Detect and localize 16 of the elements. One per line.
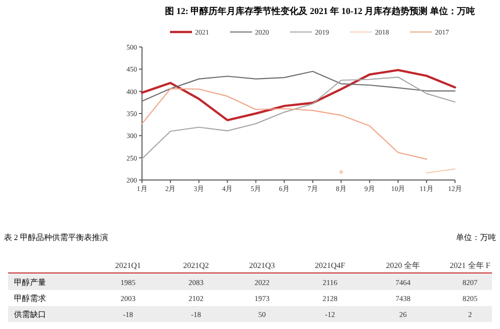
x-tick-label: 2021Q3 [249, 261, 275, 270]
line-series [140, 68, 456, 122]
line-series [141, 88, 428, 160]
y-tick-label: 供需缺口 [14, 310, 46, 319]
x-tick-label: 2021Q2 [183, 261, 209, 270]
text: 单位：万吨 [456, 233, 496, 242]
x-tick-label: 2021Q4F [314, 261, 346, 270]
line-series [141, 76, 456, 160]
x-tick-label: 2021 全年 F [450, 261, 491, 270]
y-tick-label: 甲醇产量 [14, 278, 46, 287]
y-tick-label: 甲醇需求 [14, 294, 46, 303]
chart-title: 表 2 甲醇品种供需平衡表推演 [4, 233, 108, 242]
line-series [141, 70, 456, 102]
x-tick-label: 2020 全年 [386, 261, 420, 270]
chart-title: 图 12: 甲醇历年月库存季节性变化及 2021 年 10-12 月库存趋势预测 单位：万吨 [165, 6, 475, 16]
x-tick-label: 2021Q1 [115, 261, 141, 270]
